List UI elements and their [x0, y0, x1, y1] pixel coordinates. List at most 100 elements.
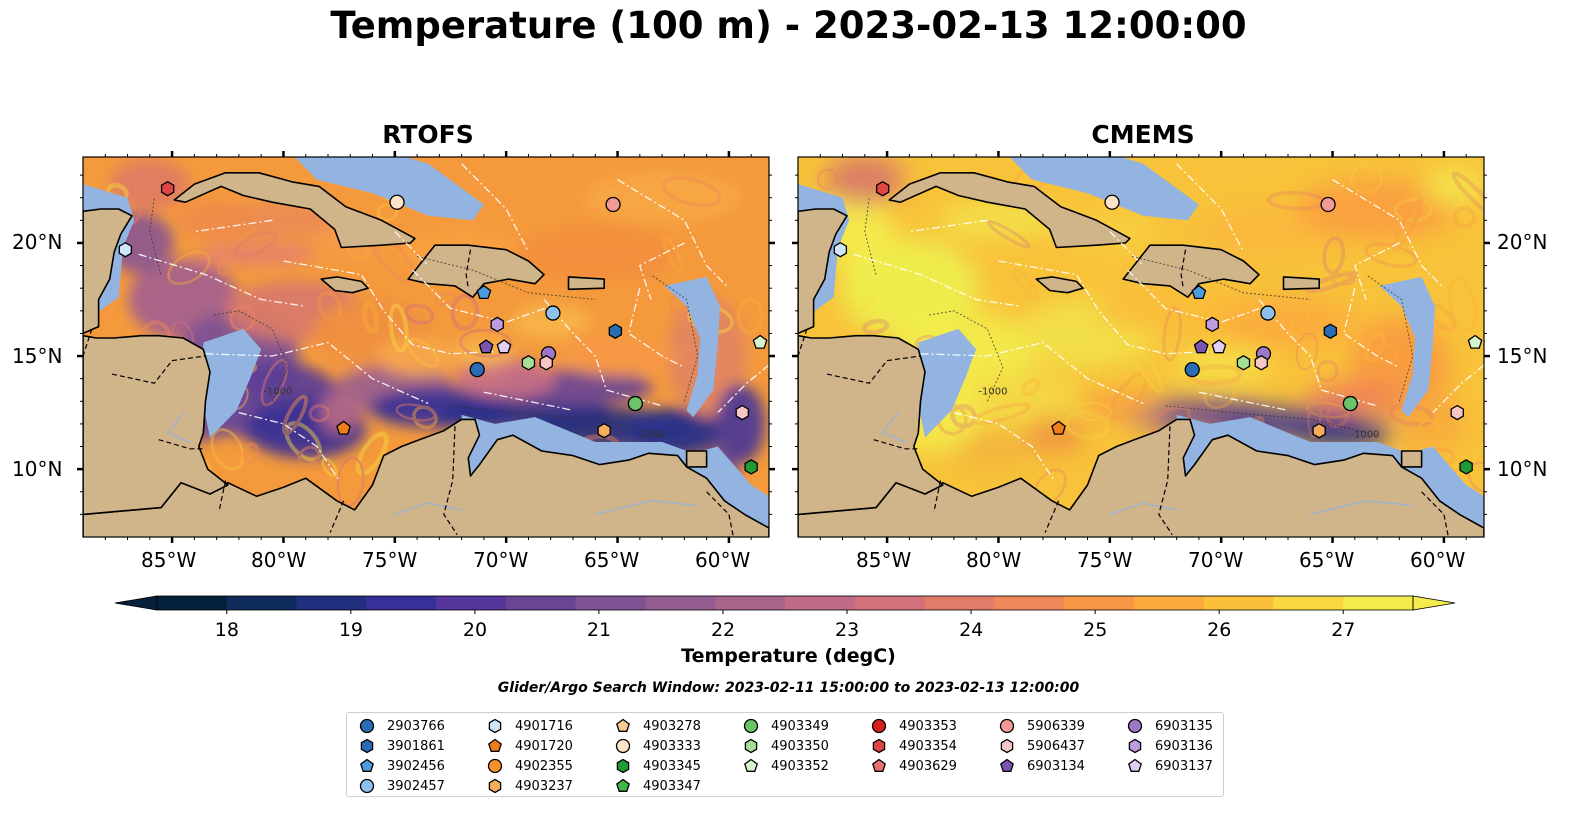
float-marker-4903333[interactable]: [389, 194, 405, 210]
float-marker-5906339[interactable]: [1320, 196, 1336, 213]
legend-marker-4903353[interactable]: [871, 718, 887, 734]
float-marker-4903352[interactable]: [752, 334, 768, 349]
cmems-map[interactable]: -1000 -1000: [792, 151, 1490, 543]
float-marker-4903237[interactable]: [1312, 422, 1326, 439]
country-border: [826, 355, 921, 384]
float-marker-6903136[interactable]: [490, 316, 504, 333]
legend-marker-4903349[interactable]: [743, 718, 759, 734]
legend-marker-4903629[interactable]: [872, 758, 886, 772]
legend-marker-4903352[interactable]: [744, 758, 758, 772]
float-marker-6903134[interactable]: [478, 339, 494, 354]
hexagon-marker-icon: [488, 778, 502, 794]
legend-marker-4903347[interactable]: [616, 778, 630, 792]
eddy-swirl: [1467, 461, 1484, 493]
eddy-swirl: [361, 301, 380, 334]
float-marker-3901861[interactable]: [1323, 323, 1338, 339]
legend-marker-4903278[interactable]: [616, 718, 630, 732]
eez-boundary: [412, 269, 551, 323]
float-marker-4903350[interactable]: [1236, 355, 1251, 371]
legend-item-4903352: 4903352: [743, 756, 829, 776]
legend-marker-3902456[interactable]: [360, 758, 374, 772]
country-border: [83, 328, 93, 357]
legend-item-4903347: 4903347: [615, 776, 701, 796]
float-marker-4903352[interactable]: [1467, 334, 1483, 349]
float-marker-2903766[interactable]: [469, 361, 485, 378]
legend-marker-4903333[interactable]: [615, 738, 631, 754]
legend-marker-5906437[interactable]: [1000, 738, 1014, 754]
country-border: [329, 500, 345, 533]
colorbar-segment: [715, 596, 786, 610]
eez-boundary: [617, 179, 730, 289]
lon-label-80-right: 80°W: [966, 548, 1022, 572]
float-marker-3902456[interactable]: [1191, 284, 1207, 300]
legend-marker-4901720[interactable]: [488, 738, 502, 752]
float-marker-3902456[interactable]: [476, 284, 492, 300]
eez-boundary: [205, 341, 429, 405]
legend-marker-3901861[interactable]: [360, 738, 374, 754]
float-marker-3902457[interactable]: [545, 305, 561, 321]
lat-label-10-left: 10°N: [12, 457, 63, 481]
float-marker-5906437[interactable]: [1254, 355, 1268, 371]
field-blob: [1304, 382, 1405, 411]
float-marker-4903349[interactable]: [1342, 395, 1359, 412]
landmass: [888, 172, 1131, 249]
panel-title-cmems: CMEMS: [1091, 120, 1195, 149]
pentagon-marker-icon: [872, 758, 886, 772]
float-marker-6903137[interactable]: [496, 339, 512, 354]
legend-marker-4903237[interactable]: [488, 778, 502, 794]
float-marker-4901720[interactable]: [336, 420, 351, 435]
eddy-swirl: [1322, 236, 1346, 275]
float-marker-4903345[interactable]: [744, 459, 758, 475]
float-marker-4901720[interactable]: [1051, 420, 1066, 435]
pentagon-marker-icon: [616, 718, 630, 732]
rtofs-map[interactable]: -1000 -1000: [77, 151, 775, 543]
legend-marker-6903137[interactable]: [1128, 758, 1142, 772]
legend-marker-6903134[interactable]: [1000, 758, 1014, 772]
eddy-swirl: [450, 293, 480, 331]
legend-marker-4901716[interactable]: [488, 718, 502, 734]
float-marker-4901716[interactable]: [833, 241, 848, 258]
contour-label: -1000: [263, 387, 292, 398]
float-marker-4903237[interactable]: [597, 422, 611, 439]
legend-marker-2903766[interactable]: [359, 718, 375, 734]
legend-marker-4902355[interactable]: [487, 758, 503, 774]
legend-label: 6903136: [1155, 738, 1213, 754]
legend-marker-4903345[interactable]: [616, 758, 630, 774]
colorbar-tick-22: 22: [710, 619, 736, 641]
float-marker-4901716[interactable]: [118, 241, 133, 258]
legend-marker-5906339[interactable]: [999, 718, 1015, 734]
eez-boundary: [953, 411, 1055, 481]
float-marker-4903333[interactable]: [1104, 194, 1120, 210]
eddy-swirl: [1203, 378, 1237, 410]
country-border: [158, 439, 204, 450]
eez-boundary: [1176, 163, 1245, 253]
float-marker-3901861[interactable]: [608, 323, 623, 339]
legend-marker-4903350[interactable]: [744, 738, 758, 754]
landmass: [798, 208, 848, 335]
float-marker-5906437[interactable]: [539, 355, 553, 371]
float-marker-2903766[interactable]: [1184, 361, 1200, 378]
float-marker-4903349[interactable]: [627, 395, 644, 412]
legend-marker-4903354[interactable]: [872, 738, 886, 754]
float-marker-4903354[interactable]: [875, 180, 890, 197]
float-marker-3902457[interactable]: [1260, 305, 1276, 321]
float-marker-5906437[interactable]: [735, 404, 749, 421]
float-marker-6903134[interactable]: [1193, 339, 1209, 354]
eez-boundary: [1432, 364, 1484, 414]
eddy-swirl: [1418, 419, 1441, 437]
float-marker-5906437[interactable]: [1450, 404, 1464, 421]
float-marker-4903354[interactable]: [160, 180, 175, 197]
float-marker-6903137[interactable]: [1211, 339, 1227, 354]
float-marker-6903136[interactable]: [1205, 316, 1219, 333]
legend-marker-3902457[interactable]: [359, 778, 375, 794]
legend-item-4903629: 4903629: [871, 756, 957, 776]
float-marker-4903350[interactable]: [521, 355, 536, 371]
float-marker-4903345[interactable]: [1459, 459, 1473, 475]
pentagon-marker-icon: [488, 738, 502, 752]
legend-marker-6903136[interactable]: [1128, 738, 1142, 754]
circle-marker-icon: [871, 718, 887, 734]
eez-boundary: [909, 219, 988, 233]
legend-marker-6903135[interactable]: [1127, 718, 1143, 734]
circle-marker-icon: [615, 738, 631, 754]
float-marker-5906339[interactable]: [605, 196, 621, 213]
